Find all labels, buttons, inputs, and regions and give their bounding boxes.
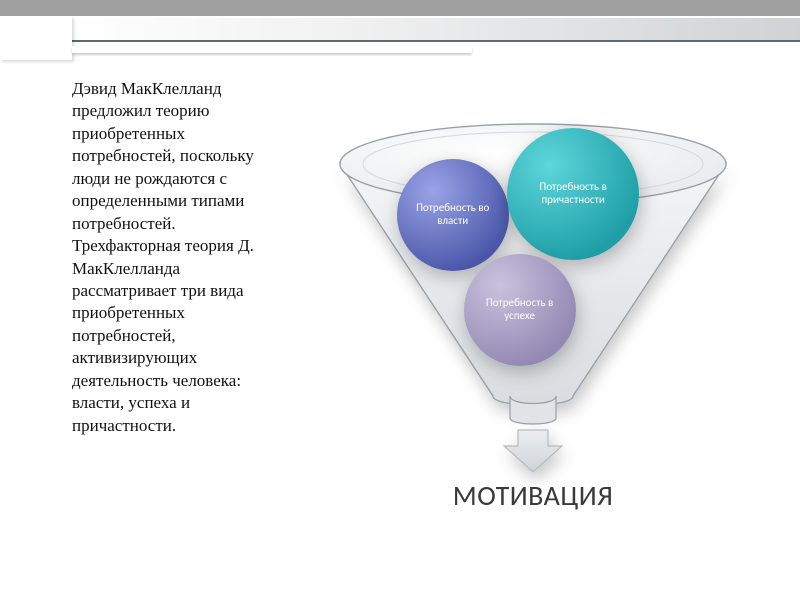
header-rule bbox=[0, 0, 800, 42]
sphere-label: Потребность во власти bbox=[397, 202, 509, 227]
header-under-line bbox=[72, 46, 472, 53]
body-text: Дэвид МакКлелланд предложил теорию приоб… bbox=[72, 78, 287, 437]
slide-page: { "header": { "top_strip_color": "#9f9f9… bbox=[0, 0, 800, 600]
output-label: МОТИВАЦИЯ bbox=[310, 478, 756, 513]
sphere-achievement: Потребность в успехе bbox=[464, 254, 576, 366]
sphere-label: Потребность в причастности bbox=[507, 181, 639, 206]
sphere-power: Потребность во власти bbox=[397, 159, 509, 271]
sphere-affiliation: Потребность в причастности bbox=[507, 128, 639, 260]
sphere-label: Потребность в успехе bbox=[464, 297, 576, 322]
funnel-diagram: Потребность во властиПотребность в прича… bbox=[310, 86, 756, 516]
header-left-block bbox=[0, 16, 72, 60]
output-arrow bbox=[504, 430, 562, 472]
